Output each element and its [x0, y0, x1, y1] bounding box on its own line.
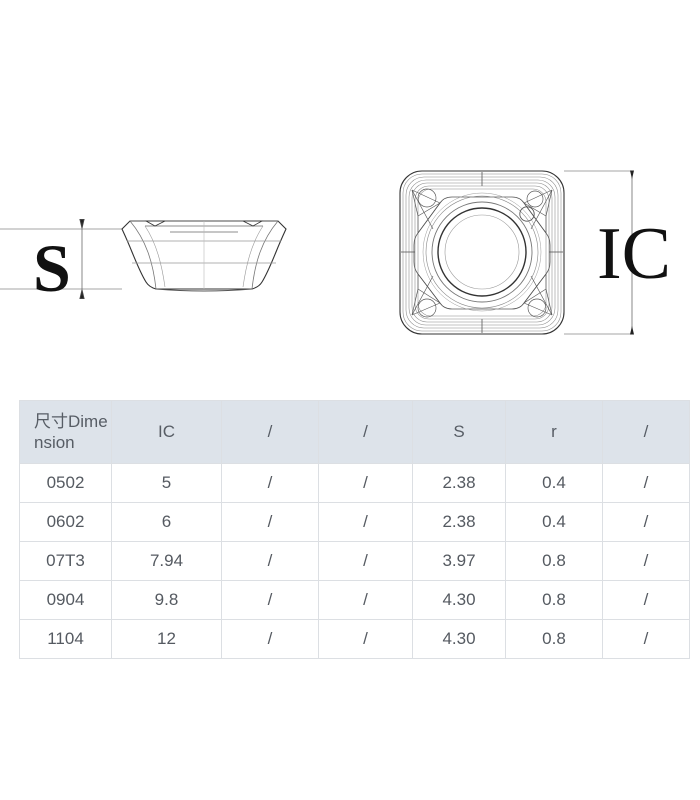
svg-text:IC: IC [597, 213, 671, 295]
svg-text:S: S [33, 230, 71, 306]
